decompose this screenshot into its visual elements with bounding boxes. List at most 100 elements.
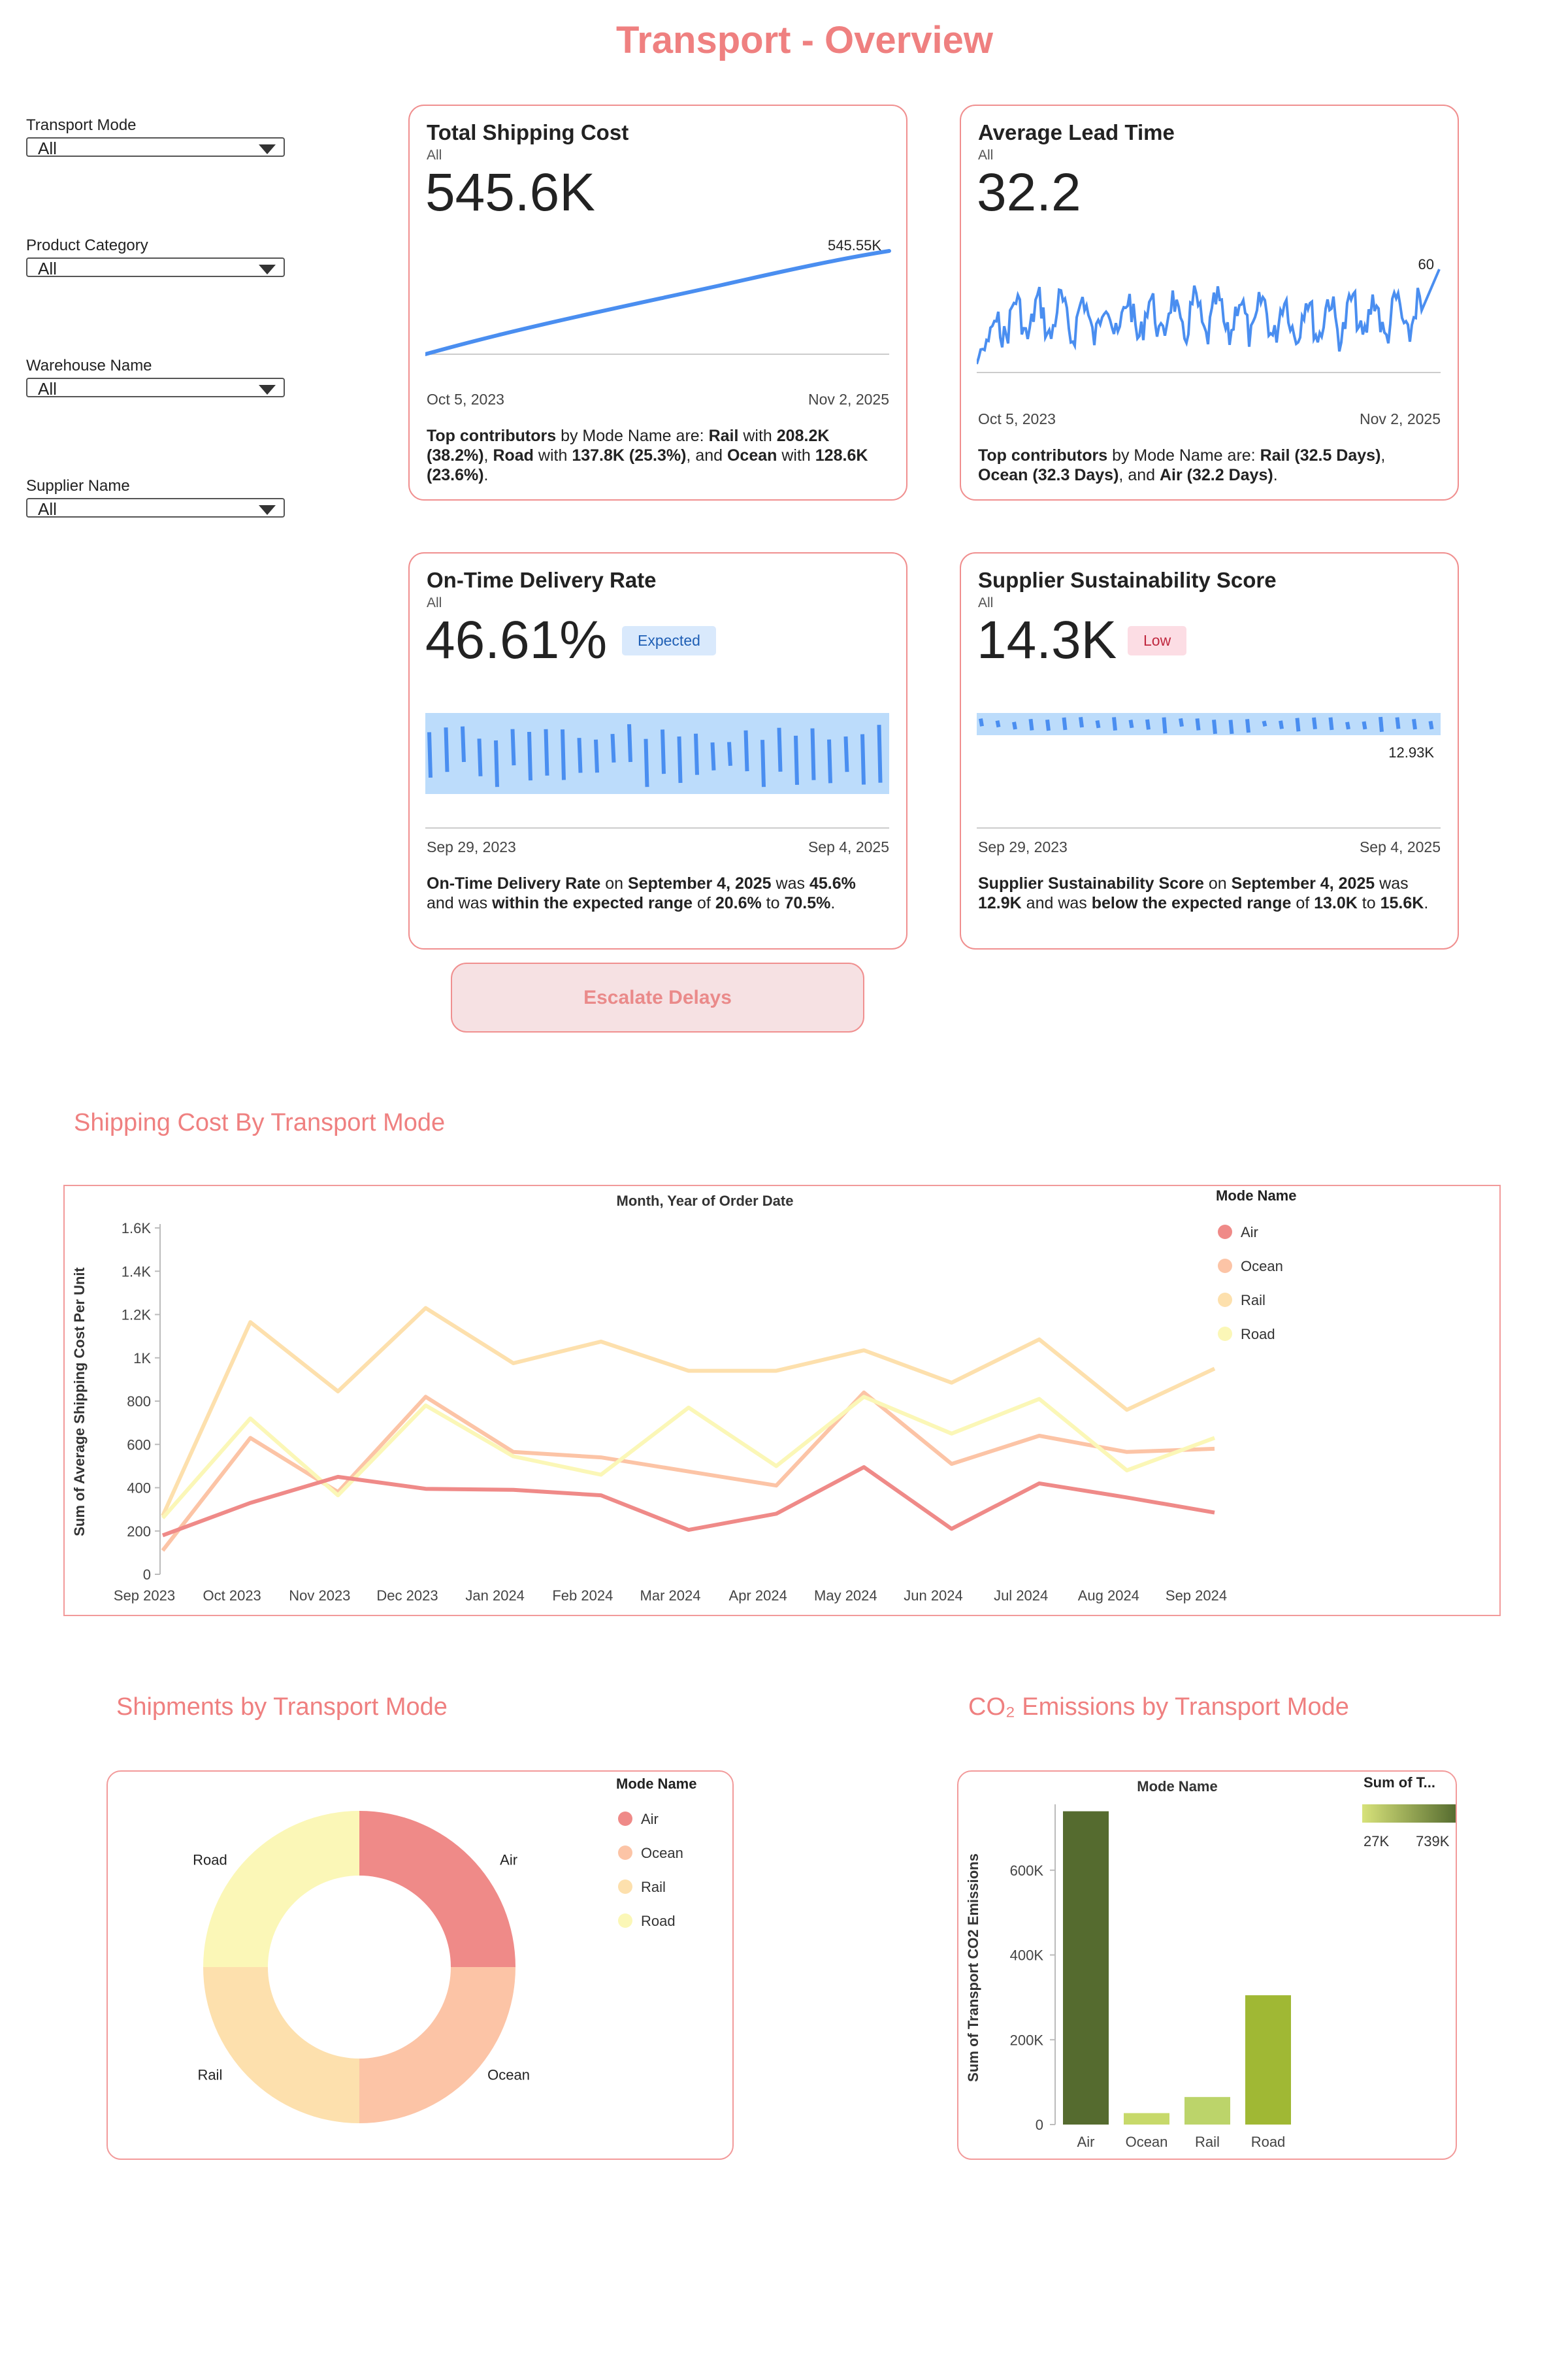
legend-swatch-road: [1218, 1327, 1232, 1341]
kpi-card-average-lead-time[interactable]: Average Lead Time All 32.2 60 Oct 5, 202…: [960, 105, 1459, 501]
status-badge-expected: Expected: [622, 626, 716, 655]
shipments-donut-chart[interactable]: Air Ocean Rail Road Mode Name Air Ocean Rail Roa…: [108, 1772, 732, 2159]
kpi-date-end: Sep 4, 2025: [1359, 838, 1441, 855]
kpi-card-supplier-sustainability[interactable]: Supplier Sustainability Score All 14.3K …: [960, 552, 1459, 950]
escalate-delays-button[interactable]: Escalate Delays: [451, 963, 864, 1033]
line-chart-ylabel: Sum of Average Shipping Cost Per Unit: [71, 1267, 88, 1536]
product-category-value: All: [38, 259, 57, 278]
legend-label-air: Air: [641, 1811, 659, 1827]
transport-mode-select[interactable]: All: [26, 137, 285, 158]
kpi-description: Top contributors by Mode Name are: Rail …: [427, 427, 868, 484]
sparkline-line: [977, 269, 1441, 365]
x-tick-label: Rail: [1195, 2134, 1220, 2150]
legend-swatch-ocean: [1218, 1259, 1232, 1273]
bar-chart-ylabel: Sum of Transport CO2 Emissions: [965, 1853, 981, 2082]
donut-label-road: Road: [193, 1851, 227, 1868]
y-tick-label: 400: [127, 1480, 151, 1497]
sparkline-end-label: 12.93K: [1388, 744, 1434, 761]
kpi-sparkline-average-lead-time: 60: [977, 256, 1441, 373]
y-tick-label: 0: [143, 1566, 151, 1583]
kpi-sparkline-on-time-delivery: [425, 713, 889, 829]
series-line-ocean: [161, 1390, 1215, 1552]
y-tick-label: 1.6K: [122, 1220, 152, 1236]
kpi-card-total-shipping-cost[interactable]: Total Shipping Cost All 545.6K 545.55K O…: [408, 105, 907, 501]
legend-swatch-air: [1218, 1225, 1232, 1239]
x-tick-label: Sep 2024: [1166, 1587, 1227, 1604]
x-tick-label: Feb 2024: [552, 1587, 613, 1604]
kpi-title: Total Shipping Cost: [427, 120, 629, 144]
legend-min-label: 27K: [1364, 1833, 1389, 1849]
legend-swatch-road: [618, 1913, 632, 1928]
y-tick-label: 600: [127, 1436, 151, 1453]
section-title-shipping-cost: Shipping Cost By Transport Mode: [74, 1109, 446, 1136]
product-category-select[interactable]: All: [26, 257, 285, 278]
y-tick-label: 800: [127, 1393, 151, 1410]
legend-color-ramp: [1362, 1804, 1457, 1823]
warehouse-name-select[interactable]: All: [26, 378, 285, 399]
bar-chart-title: Mode Name: [1137, 1778, 1217, 1795]
shipping-cost-line-chart-box: Month, Year of Order Date Sum of Average …: [63, 1185, 1501, 1616]
supplier-name-select[interactable]: All: [26, 498, 285, 519]
section-title-shipments: Shipments by Transport Mode: [116, 1693, 448, 1721]
shipping-cost-line-chart[interactable]: Month, Year of Order Date Sum of Average …: [65, 1186, 1499, 1615]
legend-swatch-ocean: [618, 1846, 632, 1860]
legend-label-ocean: Ocean: [1241, 1258, 1283, 1274]
legend-title: Mode Name: [616, 1776, 696, 1792]
legend-label-rail: Rail: [1241, 1292, 1266, 1308]
kpi-date-end: Sep 4, 2025: [808, 838, 889, 855]
line-chart-plot: [161, 1306, 1216, 1552]
kpi-value: 14.3K: [977, 610, 1117, 670]
legend-max-label: 739K: [1416, 1833, 1450, 1849]
y-tick-label: 0: [1036, 2117, 1043, 2133]
x-tick-label: Sep 2023: [114, 1587, 175, 1604]
kpi-description: Supplier Sustainability Score on Septemb…: [978, 874, 1429, 912]
x-tick-label: Nov 2023: [289, 1587, 350, 1604]
kpi-sparkline-total-shipping-cost: 545.55K: [425, 237, 891, 356]
co2-bar-chart[interactable]: Mode Name Sum of Transport CO2 Emissions 0…: [958, 1772, 1457, 2159]
donut-slice-rail: [203, 1967, 359, 2123]
x-tick-label: Jul 2024: [994, 1587, 1048, 1604]
kpi-sparkline-supplier-sustainability: 12.93K: [977, 713, 1441, 829]
transport-mode-value: All: [38, 139, 57, 158]
legend-label-rail: Rail: [641, 1879, 666, 1895]
donut-label-ocean: Ocean: [487, 2067, 530, 2083]
legend-title: Mode Name: [1216, 1187, 1296, 1204]
x-tick-label: Mar 2024: [640, 1587, 701, 1604]
kpi-date-start: Oct 5, 2023: [427, 391, 504, 408]
kpi-subtitle: All: [427, 148, 442, 163]
y-tick-label: 1.2K: [122, 1307, 152, 1323]
donut-slice-road: [203, 1811, 359, 1967]
kpi-date-start: Sep 29, 2023: [978, 838, 1068, 855]
donut-label-air: Air: [500, 1851, 517, 1868]
legend-label-road: Road: [1241, 1326, 1275, 1342]
x-tick-label: Dec 2023: [376, 1587, 438, 1604]
x-tick-label: Oct 2023: [203, 1587, 261, 1604]
sparkline-line: [425, 249, 891, 356]
kpi-value: 32.2: [977, 163, 1081, 222]
kpi-description: On-Time Delivery Rate on September 4, 20…: [427, 874, 856, 912]
kpi-value: 545.6K: [425, 163, 595, 222]
bar-rail: [1184, 2096, 1230, 2125]
series-line-air: [161, 1465, 1215, 1538]
page-title: Transport - Overview: [616, 19, 993, 61]
filter-label-supplier-name: Supplier Name: [26, 477, 130, 495]
legend-swatch-air: [618, 1812, 632, 1826]
bar-ocean: [1124, 2113, 1169, 2125]
y-tick-label: 1.4K: [122, 1263, 152, 1280]
chevron-down-icon: [259, 265, 276, 274]
sparkline-line: [427, 724, 883, 787]
kpi-date-end: Nov 2, 2025: [1359, 410, 1441, 427]
kpi-card-on-time-delivery-rate[interactable]: On-Time Delivery Rate All 46.61% Expecte…: [408, 552, 907, 950]
section-title-co2: CO₂ Emissions by Transport Mode: [968, 1693, 1349, 1721]
kpi-date-start: Oct 5, 2023: [978, 410, 1056, 427]
donut-slice-air: [359, 1811, 515, 1967]
sparkline-end-label: 60: [1418, 256, 1434, 273]
warehouse-name-value: All: [38, 379, 57, 399]
kpi-subtitle: All: [978, 595, 994, 610]
series-line-road: [161, 1395, 1216, 1519]
x-tick-label: Ocean: [1126, 2134, 1168, 2150]
x-tick-label: Air: [1077, 2134, 1095, 2150]
donut-slice-ocean: [359, 1967, 515, 2123]
chevron-down-icon: [259, 505, 276, 515]
kpi-description: Top contributors by Mode Name are: Rail …: [978, 446, 1386, 484]
